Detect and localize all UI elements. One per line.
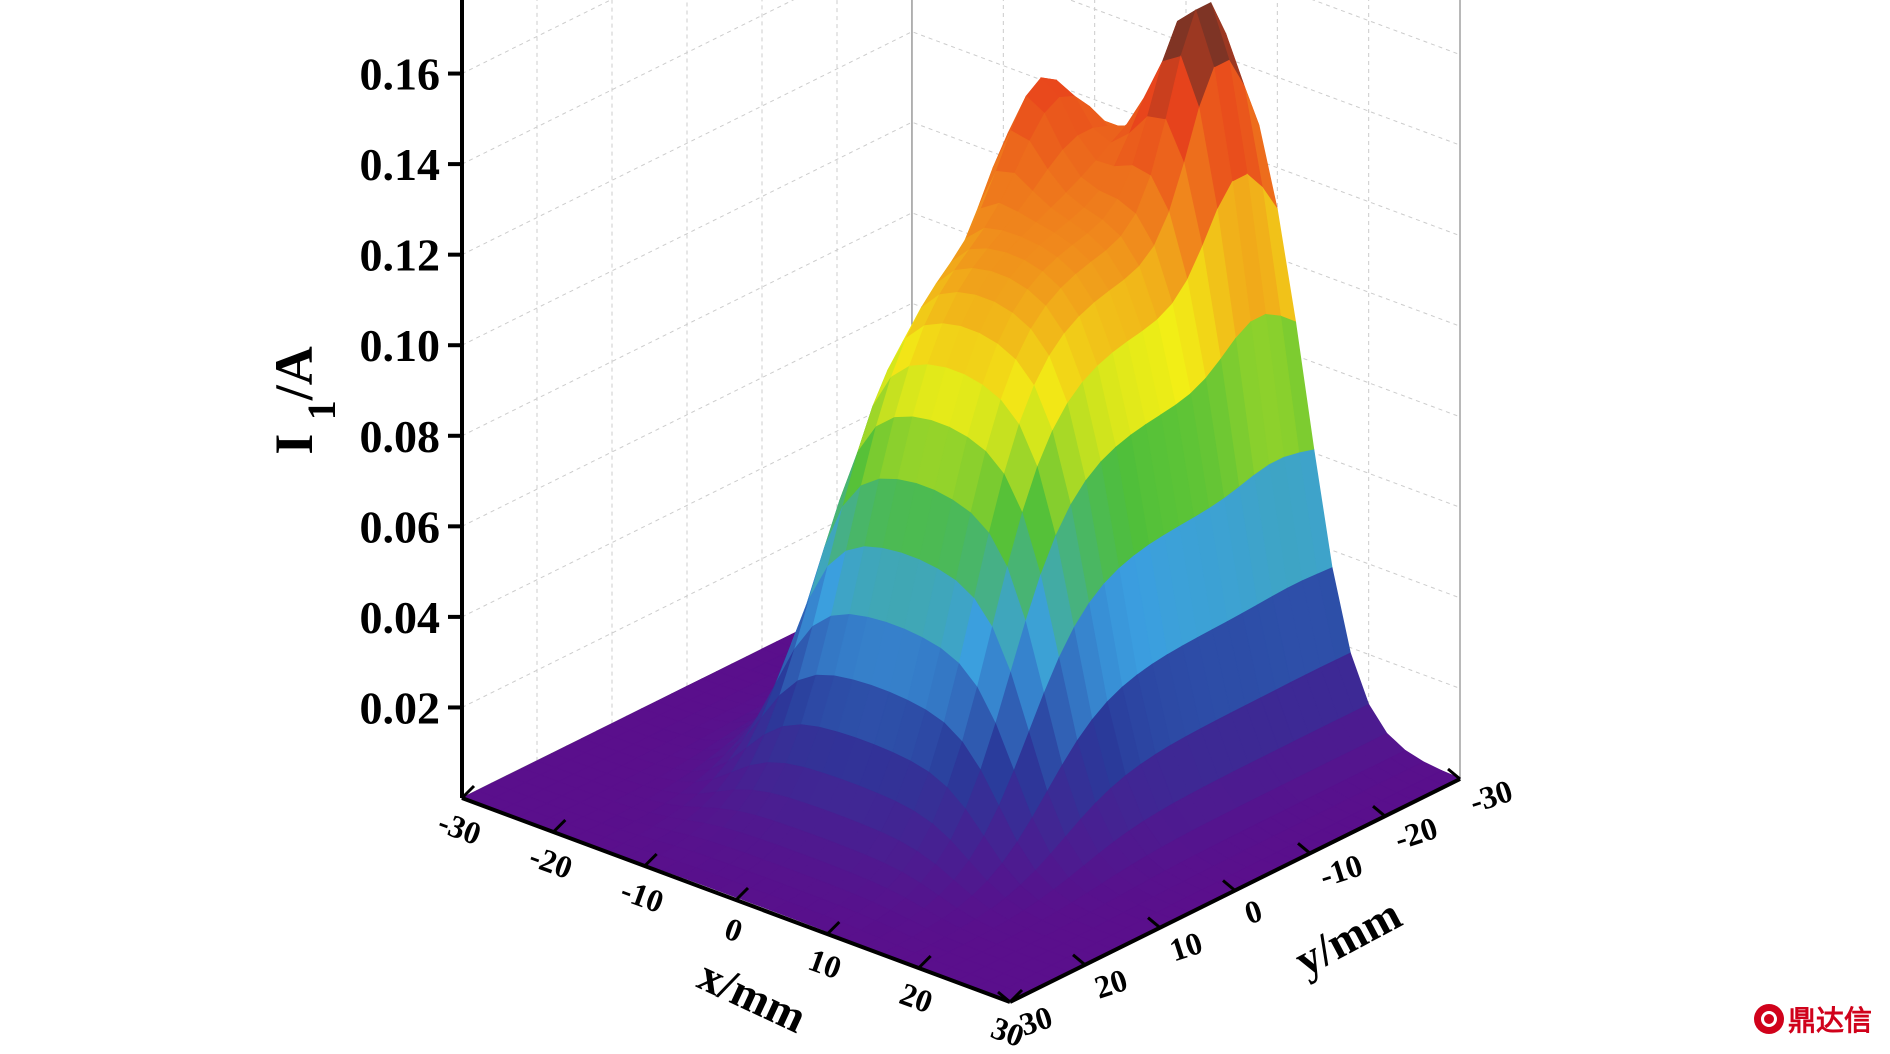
- x-tick-mark: [917, 954, 932, 970]
- x-tick-mark: [1008, 988, 1024, 1004]
- x-tick-label: 10: [804, 941, 846, 986]
- y-tick-label: -20: [1390, 809, 1442, 856]
- z-tick-label: 0.06: [360, 501, 441, 552]
- y-tick-label: -10: [1315, 847, 1367, 894]
- x-tick-mark: [826, 920, 841, 936]
- watermark: 鼎达信: [1753, 999, 1872, 1039]
- x-tick-mark: [552, 818, 567, 834]
- y-tick-mark: [1147, 916, 1161, 929]
- z-tick-label: 0.12: [360, 230, 441, 281]
- x-tick-mark: [460, 784, 476, 800]
- z-tick-label: 0.14: [360, 139, 441, 190]
- x-tick-label: -30: [434, 803, 486, 851]
- x-tick-label: -10: [616, 871, 668, 919]
- watermark-logo-icon: [1753, 1004, 1784, 1034]
- y-tick-label: 20: [1090, 961, 1132, 1005]
- z-tick-label: 0.16: [360, 49, 441, 100]
- y-tick-mark: [1447, 767, 1461, 781]
- z-tick-label: 0.10: [360, 320, 441, 371]
- x-tick-label: -20: [525, 837, 577, 885]
- z-tick-label: 0.08: [360, 411, 441, 462]
- surface: [460, 2, 1461, 1003]
- y-axis-title: y/mm: [1286, 888, 1409, 986]
- y-tick-mark: [1297, 842, 1311, 855]
- y-tick-label: 10: [1165, 924, 1207, 968]
- z-tick-label: 0.04: [360, 592, 441, 643]
- y-tick-mark: [1222, 879, 1236, 892]
- z-axis-title: I 1/A: [264, 346, 344, 455]
- x-tick-label: 0: [720, 910, 747, 949]
- x-axis-title: x/mm: [691, 949, 814, 1043]
- x-tick-mark: [643, 852, 658, 868]
- y-tick-label: 0: [1240, 892, 1266, 931]
- z-tick-label: 0.18: [360, 0, 441, 9]
- y-tick-mark: [997, 990, 1011, 1004]
- watermark-text: 鼎达信: [1787, 1004, 1872, 1037]
- x-tick-mark: [734, 886, 750, 902]
- z-axis-title-main: I: [264, 420, 324, 455]
- y-tick-mark: [1072, 953, 1086, 966]
- z-axis-title-sub: 1: [299, 400, 344, 420]
- z-axis-title-unit: /A: [264, 346, 324, 401]
- x-tick-label: 20: [895, 975, 937, 1020]
- y-tick-mark: [1372, 805, 1386, 818]
- y-tick-label: -30: [1465, 772, 1517, 819]
- z-tick-label: 0.02: [360, 682, 441, 733]
